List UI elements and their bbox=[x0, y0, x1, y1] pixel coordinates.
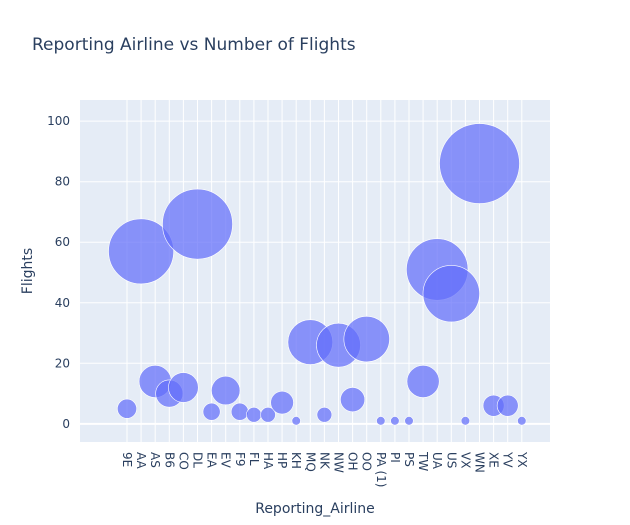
x-tick-label: HA bbox=[261, 452, 275, 470]
y-tick-label: 100 bbox=[47, 114, 70, 128]
x-tick-label: YV bbox=[501, 451, 515, 468]
x-tick-label: KH bbox=[289, 452, 303, 469]
x-tick-label: AS bbox=[148, 452, 162, 468]
x-tick-label: AA bbox=[134, 452, 148, 470]
chart-title: Reporting Airline vs Number of Flights bbox=[32, 35, 356, 55]
bubble-ea bbox=[202, 402, 221, 421]
bubble-us bbox=[422, 265, 480, 323]
x-tick-label: F9 bbox=[233, 452, 247, 467]
x-tick-label: CO bbox=[176, 452, 190, 470]
x-tick-label: EA bbox=[205, 452, 219, 469]
y-tick-label: 20 bbox=[55, 356, 70, 370]
bubble-fl bbox=[246, 406, 262, 423]
x-tick-label: VX bbox=[458, 452, 472, 468]
bubble-aa bbox=[108, 218, 174, 285]
x-tick-label: EV bbox=[219, 452, 233, 469]
x-tick-label: DL bbox=[191, 452, 205, 468]
x-tick-label: 9E bbox=[120, 452, 134, 467]
bubble-oh bbox=[340, 387, 366, 413]
bubble-wn bbox=[439, 123, 520, 204]
bubble-yv bbox=[496, 394, 519, 417]
x-tick-label: PI bbox=[388, 452, 402, 463]
bubble-f9 bbox=[230, 402, 249, 421]
bubble-nk bbox=[316, 406, 333, 423]
y-tick-label: 0 bbox=[62, 417, 70, 431]
bubble-ps bbox=[404, 416, 414, 426]
x-tick-label: NK bbox=[317, 452, 331, 470]
bubble-ev bbox=[211, 375, 241, 406]
x-tick-label: PA (1) bbox=[374, 452, 388, 488]
x-tick-label: FL bbox=[247, 452, 261, 466]
bubble-pa-1 bbox=[376, 416, 386, 426]
x-tick-labels: 9E AA AS B6 CO DL EA EV F9 FL HA HP KH MQ NK NW OH OO PA (… bbox=[120, 451, 529, 488]
x-tick-label: UA bbox=[430, 452, 444, 470]
x-tick-label: HP bbox=[275, 452, 289, 468]
x-axis-title: Reporting_Airline bbox=[255, 501, 375, 517]
bubble-hp bbox=[270, 390, 294, 415]
y-axis-title: Flights bbox=[20, 248, 36, 294]
x-tick-label: OH bbox=[346, 452, 360, 470]
bubble-yx bbox=[517, 416, 527, 426]
x-tick-label: XE bbox=[487, 452, 501, 468]
bubble-oo bbox=[343, 315, 390, 363]
x-tick-label: US bbox=[444, 452, 458, 468]
bubble-markers bbox=[108, 123, 527, 426]
x-tick-label: YX bbox=[515, 451, 529, 468]
bubble-9e bbox=[117, 398, 137, 419]
bubble-tw bbox=[406, 365, 440, 398]
bubble-vx bbox=[460, 416, 471, 426]
bubble-kh bbox=[291, 416, 301, 426]
x-tick-label: OO bbox=[360, 452, 374, 471]
y-tick-label: 60 bbox=[55, 235, 70, 249]
bubble-pi bbox=[390, 416, 400, 426]
bubble-dl bbox=[162, 188, 233, 260]
bubble-co bbox=[168, 372, 199, 403]
x-tick-label: B6 bbox=[162, 452, 176, 468]
x-tick-label: PS bbox=[402, 452, 416, 467]
y-tick-labels: 0 20 40 60 80 100 bbox=[47, 114, 70, 431]
x-tick-label: MQ bbox=[303, 452, 317, 472]
x-tick-label: TW bbox=[416, 451, 430, 471]
x-tick-label: NW bbox=[332, 452, 346, 473]
x-tick-label: WN bbox=[473, 452, 487, 473]
y-tick-label: 80 bbox=[55, 175, 70, 189]
bubble-ha bbox=[260, 406, 276, 423]
y-tick-label: 40 bbox=[55, 296, 70, 310]
